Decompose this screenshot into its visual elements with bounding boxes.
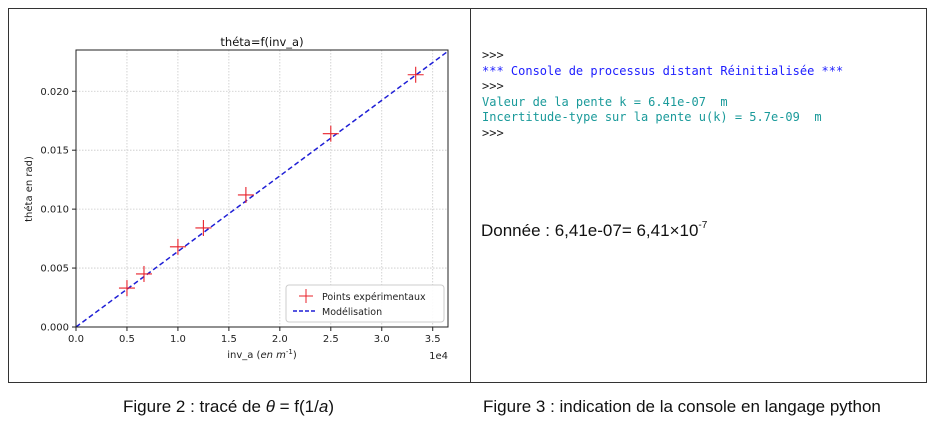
data-point (195, 219, 212, 236)
x-tick-label: 0.5 (119, 334, 135, 345)
theta-vs-inv-a-chart: théta=f(inv_a) 0.0 0.5 1.0 1.5 2.0 2.5 3.0 3.5 … (23, 35, 449, 362)
y-axis-label: théta en rad) (23, 156, 35, 222)
y-tick-label: 0.015 (40, 146, 69, 157)
legend-box (285, 284, 445, 323)
y-tick-label: 0.005 (40, 264, 69, 275)
chart-grid (75, 50, 448, 328)
x-offset-label: 1e4 (429, 351, 448, 362)
data-point (169, 238, 186, 255)
console-line: *** Console de processus distant Réiniti… (482, 63, 844, 78)
console-line: >>> (482, 48, 504, 62)
plot-area (75, 49, 449, 328)
console-line: Valeur de la pente k = 6.41e-07 m (482, 94, 728, 109)
chart-legend: Points expérimentaux Modélisation (285, 284, 445, 323)
legend-label-line: Modélisation (322, 307, 382, 318)
y-tick-label: 0.010 (40, 205, 69, 216)
chart-title: théta=f(inv_a) (220, 35, 303, 49)
x-tick-label: 3.0 (374, 334, 390, 345)
x-tick-label: 1.5 (221, 334, 237, 345)
legend-marker-points (299, 289, 313, 303)
fit-line (75, 50, 449, 328)
python-console: >>> *** Console de processus distant Réin… (482, 48, 843, 141)
x-axis-label: inv_a (en m-1) (227, 348, 297, 361)
figures-frame (8, 8, 927, 383)
donnee-value: Donnée : 6,41e-07= 6,41×10 (481, 221, 699, 240)
donnee-exponent: -7 (698, 220, 708, 231)
data-point (237, 186, 254, 203)
legend-label-points: Points expérimentaux (322, 292, 426, 303)
figure-2-caption: Figure 2 : tracé de θ = f(1/a) (123, 397, 334, 416)
donnee-text: Donnée : 6,41e-07= 6,41×10-7 (481, 220, 707, 241)
console-line: >>> (482, 125, 504, 140)
data-point (135, 265, 152, 282)
y-tick-label: 0.020 (40, 87, 69, 98)
x-tick-label: 2.0 (272, 334, 288, 345)
y-axis-ticks: 0.000 0.005 0.010 0.015 0.020 (40, 87, 76, 334)
console-line: Incertitude-type sur la pente u(k) = 5.7… (482, 110, 822, 124)
figures-divider (470, 8, 471, 383)
data-points (118, 66, 424, 297)
x-tick-label: 2.5 (323, 334, 339, 345)
data-point (118, 280, 135, 297)
figure-3-caption: Figure 3 : indication de la console en l… (483, 397, 881, 416)
y-tick-label: 0.000 (40, 323, 69, 334)
x-tick-label: 0.0 (68, 334, 84, 345)
console-line: >>> (482, 79, 504, 93)
x-tick-label: 3.5 (425, 334, 441, 345)
data-point (322, 125, 339, 142)
data-point (407, 66, 424, 83)
x-axis-ticks: 0.0 0.5 1.0 1.5 2.0 2.5 3.0 3.5 (68, 327, 441, 345)
x-tick-label: 1.0 (170, 334, 186, 345)
